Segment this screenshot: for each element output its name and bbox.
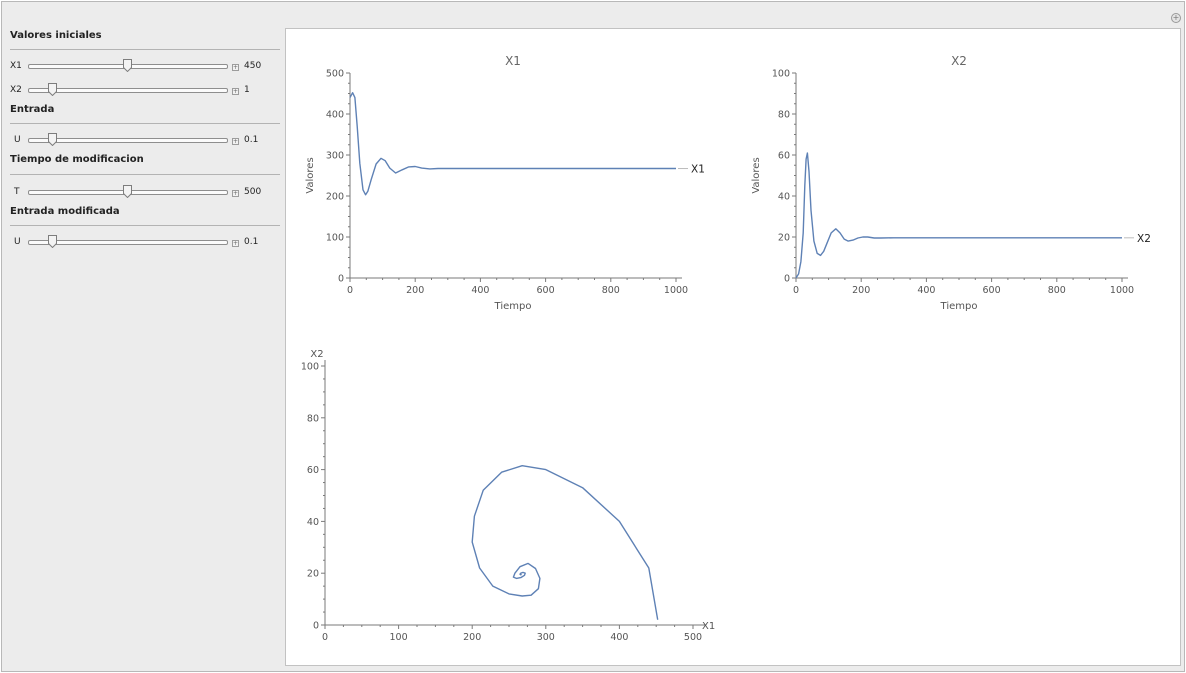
- section-divider: [10, 174, 280, 175]
- y-tick-label: 40: [307, 517, 319, 528]
- y-axis-label: X2: [310, 349, 323, 360]
- y-tick-label: 100: [326, 233, 344, 244]
- series-line: [795, 152, 1122, 279]
- y-tick-label: 0: [338, 274, 344, 285]
- y-tick-label: 300: [326, 151, 344, 162]
- slider-thumb-t[interactable]: [123, 185, 132, 198]
- slider-value-t: 500: [244, 187, 262, 197]
- x-tick-label: 800: [602, 285, 620, 296]
- slider-track-x2[interactable]: [28, 88, 228, 93]
- x-axis-label: X1: [702, 621, 715, 632]
- x-axis-label: Tiempo: [494, 301, 532, 312]
- y-tick-label: 0: [313, 621, 319, 632]
- series-line: [349, 92, 676, 196]
- y-tick-label: 400: [326, 110, 344, 121]
- chart-0: 0 200 400 600 800 1000 0 100 200 300 400 500 X1 X1 Tie…: [305, 54, 705, 312]
- chart-2: 0 100 200 300 400 500 0 20 40 60 80 100 X1 X2: [301, 349, 715, 643]
- x-tick-label: 200: [463, 632, 481, 643]
- section-title-time: Tiempo de modificacion: [10, 154, 144, 165]
- y-tick-label: 100: [301, 362, 319, 373]
- x-tick-label: 200: [852, 285, 870, 296]
- y-tick-label: 20: [778, 233, 790, 244]
- x-tick-label: 1000: [1110, 285, 1134, 296]
- y-axis-label: Valores: [305, 157, 316, 193]
- series-label: X1: [691, 164, 705, 176]
- slider-thumb-x2[interactable]: [47, 83, 57, 96]
- section-divider: [10, 225, 280, 226]
- plots-canvas: 0 200 400 600 800 10000100200300400500X1X1Tie…: [301, 54, 1151, 643]
- y-tick-label: 0: [784, 274, 790, 285]
- expand-plus-icon-x1[interactable]: +: [232, 64, 239, 71]
- chart-title: X2: [951, 54, 967, 68]
- slider-value-x1: 450: [244, 61, 262, 71]
- slider-track-u2[interactable]: [28, 240, 228, 245]
- y-tick-label: 60: [778, 151, 790, 162]
- y-tick-label: 500: [326, 69, 344, 80]
- output-panel: 0 200 400 600 800 1000 0 100 200 300 400 500 X1 X1 Tie…: [285, 28, 1181, 666]
- slider-value-u2: 0.1: [244, 237, 259, 247]
- section-divider: [10, 49, 280, 50]
- slider-label-u1: U: [14, 135, 21, 145]
- x-tick-label: 0: [347, 285, 353, 296]
- y-tick-label: 20: [307, 569, 319, 580]
- section-divider: [10, 123, 280, 124]
- y-tick-label: 200: [326, 192, 344, 203]
- slider-value-u1: 0.1: [244, 135, 259, 145]
- section-title-initial: Valores iniciales: [10, 30, 102, 41]
- slider-label-u2: U: [14, 237, 21, 247]
- y-tick-label: 40: [778, 192, 790, 203]
- x-tick-label: 800: [1048, 285, 1066, 296]
- slider-thumb-u2[interactable]: [47, 235, 57, 248]
- x-axis-label: Tiempo: [940, 301, 978, 312]
- slider-track-u1[interactable]: [28, 138, 228, 143]
- chart-1: 0 200 400 600 800 1000 0 20 40 60 80 100 X2 X2 Tiempo V…: [751, 54, 1151, 312]
- x-tick-label: 400: [471, 285, 489, 296]
- x-tick-label: 0: [793, 285, 799, 296]
- slider-label-t: T: [14, 187, 20, 197]
- slider-value-x2: 1: [244, 85, 250, 95]
- y-tick-label: 60: [307, 465, 319, 476]
- x-tick-label: 300: [537, 632, 555, 643]
- section-title-input: Entrada: [10, 104, 55, 115]
- y-tick-label: 80: [307, 413, 319, 424]
- expand-plus-icon-t[interactable]: +: [232, 190, 239, 197]
- y-tick-label: 100: [772, 69, 790, 80]
- x-tick-label: 400: [917, 285, 935, 296]
- x-tick-label: 600: [537, 285, 555, 296]
- expand-plus-icon-x2[interactable]: +: [232, 88, 239, 95]
- x-tick-label: 200: [406, 285, 424, 296]
- expand-plus-icon-u2[interactable]: +: [232, 240, 239, 247]
- expand-plus-icon-u1[interactable]: +: [232, 138, 239, 145]
- series-label: X2: [1137, 233, 1151, 245]
- y-tick-label: 80: [778, 110, 790, 121]
- x-tick-label: 600: [983, 285, 1001, 296]
- y-axis-label: Valores: [751, 157, 762, 193]
- x-tick-label: 100: [390, 632, 408, 643]
- options-icon[interactable]: +: [1171, 13, 1181, 23]
- x-tick-label: 400: [610, 632, 628, 643]
- section-title-modified-input: Entrada modificada: [10, 206, 120, 217]
- chart-title: X1: [505, 54, 521, 68]
- slider-label-x2: X2: [10, 85, 22, 95]
- x-tick-label: 1000: [664, 285, 688, 296]
- slider-thumb-x1[interactable]: [123, 59, 132, 72]
- x-tick-label: 500: [684, 632, 702, 643]
- x-tick-label: 0: [322, 632, 328, 643]
- slider-thumb-u1[interactable]: [47, 133, 57, 146]
- slider-label-x1: X1: [10, 61, 22, 71]
- series-line: [471, 465, 659, 620]
